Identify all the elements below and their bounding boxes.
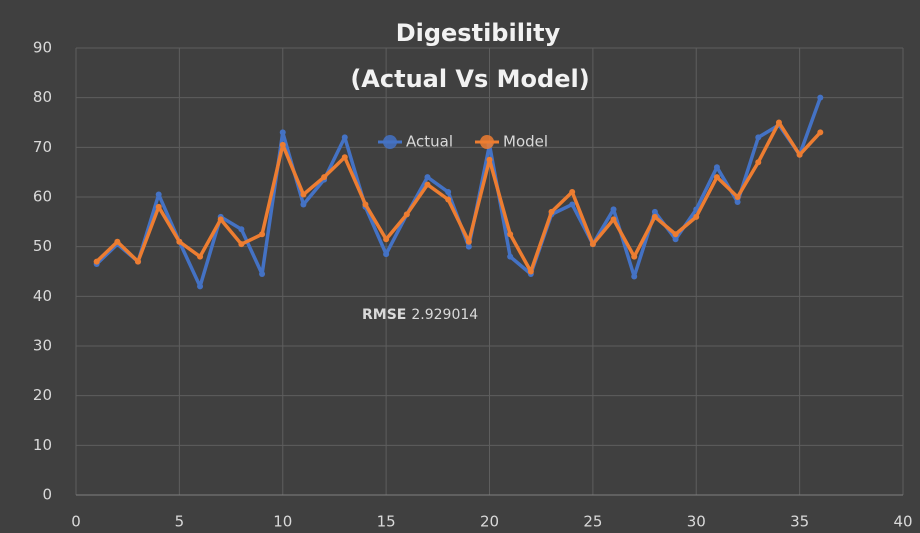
y-tick-label: 0 <box>42 486 52 504</box>
y-tick-label: 90 <box>33 39 52 57</box>
data-point <box>279 141 286 148</box>
data-point <box>176 238 183 245</box>
data-point <box>796 151 803 158</box>
data-point <box>651 213 658 220</box>
y-tick-label: 10 <box>33 436 52 454</box>
y-tick-label: 40 <box>33 287 52 305</box>
data-point <box>424 174 431 181</box>
data-point <box>259 231 266 238</box>
data-point <box>403 211 410 218</box>
data-point <box>341 154 348 161</box>
data-point <box>445 196 452 203</box>
data-point <box>672 236 679 243</box>
data-point <box>155 191 162 198</box>
y-tick-label: 60 <box>33 188 52 206</box>
data-point <box>775 119 782 126</box>
annotation-value: 2.929014 <box>411 307 478 323</box>
data-point <box>300 191 307 198</box>
data-point <box>631 253 638 260</box>
data-point <box>135 258 142 265</box>
data-point <box>197 253 204 260</box>
data-point <box>465 238 472 245</box>
x-tick-label: 10 <box>273 513 292 531</box>
data-point <box>589 241 596 248</box>
annotation: RMSE 2.929014 <box>362 307 478 323</box>
data-point <box>341 134 348 141</box>
chart-subtitle: (Actual Vs Model) <box>350 65 589 93</box>
series-line <box>95 120 822 274</box>
data-point <box>755 134 762 141</box>
data-point <box>362 201 369 208</box>
data-point <box>610 216 617 223</box>
y-tick-label: 70 <box>33 138 52 156</box>
x-tick-label: 40 <box>893 513 912 531</box>
y-tick-label: 30 <box>33 337 52 355</box>
data-point <box>321 174 328 181</box>
legend-marker <box>480 135 494 149</box>
data-point <box>507 231 514 238</box>
data-point <box>755 159 762 166</box>
data-point <box>569 201 576 208</box>
data-point <box>713 174 720 181</box>
x-tick-label: 20 <box>480 513 499 531</box>
chart-title: Digestibility <box>396 19 561 47</box>
data-point <box>734 194 741 200</box>
data-point <box>300 201 307 208</box>
data-point <box>465 243 472 250</box>
data-point <box>197 283 204 290</box>
data-point <box>383 251 390 258</box>
legend-label: Model <box>503 133 548 151</box>
data-point <box>713 164 720 171</box>
data-point <box>424 181 431 188</box>
data-point <box>383 236 390 243</box>
annotation-label: RMSE <box>362 307 406 323</box>
x-tick-label: 35 <box>790 513 809 531</box>
data-point <box>238 241 245 248</box>
data-point <box>507 253 514 260</box>
data-point <box>651 208 658 215</box>
data-point <box>93 258 100 265</box>
data-point <box>817 94 824 101</box>
data-point <box>238 226 245 233</box>
x-tick-label: 30 <box>687 513 706 531</box>
data-point <box>279 129 286 136</box>
x-tick-label: 0 <box>71 513 81 531</box>
data-point <box>548 208 555 215</box>
data-point <box>259 270 266 277</box>
data-point <box>527 268 534 275</box>
x-tick-label: 25 <box>583 513 602 531</box>
data-point <box>217 216 224 223</box>
data-point <box>693 213 700 220</box>
y-tick-label: 80 <box>33 88 52 106</box>
x-tick-label: 15 <box>377 513 396 531</box>
data-point <box>631 273 638 280</box>
data-point <box>610 206 617 213</box>
y-tick-label: 20 <box>33 386 52 404</box>
data-point <box>155 203 162 210</box>
data-point <box>114 238 121 245</box>
data-point <box>569 189 576 196</box>
data-point <box>672 231 679 238</box>
legend-marker <box>383 135 397 149</box>
data-point <box>486 156 493 163</box>
data-point <box>445 189 452 196</box>
legend-label: Actual <box>406 133 453 151</box>
data-point <box>734 198 741 205</box>
y-tick-label: 50 <box>33 237 52 255</box>
data-point <box>817 129 824 136</box>
legend: Actual Model <box>378 133 548 151</box>
x-tick-label: 5 <box>175 513 185 531</box>
